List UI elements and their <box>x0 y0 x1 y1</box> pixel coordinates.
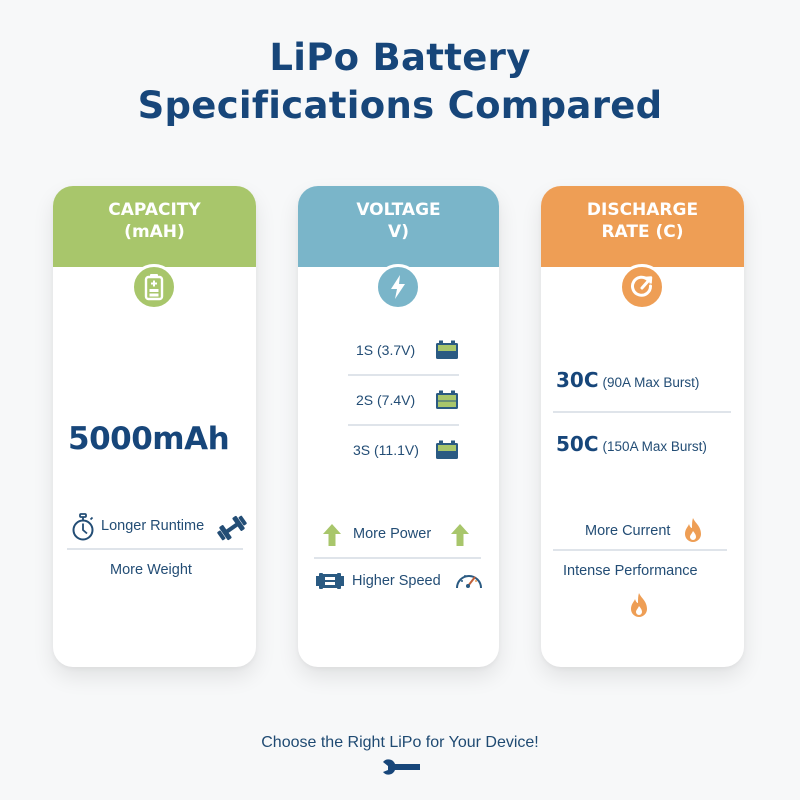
voltage-header-line-1: VOLTAGE <box>356 200 441 220</box>
discharge-option-30c: 30C (90A Max Burst) <box>556 368 699 392</box>
footer-tagline: Choose the Right LiPo for Your Device! <box>261 734 539 751</box>
discharge-option-50c: 50C (150A Max Burst) <box>556 432 707 456</box>
rating-30c: 30C <box>556 368 599 392</box>
flame-icon <box>682 517 704 549</box>
capacity-header-line-1: CAPACITY <box>108 200 201 220</box>
arrow-up-icon <box>450 523 470 552</box>
dumbbell-icon <box>215 514 249 547</box>
tradeoff-intense-performance: Intense Performance <box>563 563 698 579</box>
voltage-card-header: VOLTAGE V) <box>298 186 499 267</box>
title-line-1: LiPo Battery <box>269 36 531 79</box>
rating-50c: 50C <box>556 432 599 456</box>
capacity-header-line-2: (mAH) <box>124 222 185 242</box>
battery-small-icon <box>435 340 459 365</box>
capacity-card-header: CAPACITY (mAH) <box>53 186 256 267</box>
voltage-option-1s: 1S (3.7V) <box>356 342 416 358</box>
capacity-divider <box>67 548 243 550</box>
discharge-header-line-2: RATE (C) <box>601 222 684 242</box>
capacity-value: 5000mAh <box>68 421 230 457</box>
wrench-icon <box>381 759 421 782</box>
tradeoff-more-power: More Power <box>353 526 432 542</box>
voltage-option-3s: 3S (11.1V) <box>353 442 419 458</box>
arrow-up-icon <box>322 523 342 552</box>
title-line-2: Specifications Compared <box>137 84 663 127</box>
discharge-card-header: DISCHARGE RATE (C) <box>541 186 744 267</box>
stopwatch-icon <box>70 513 96 546</box>
flame-icon <box>628 591 650 625</box>
tradeoff-higher-speed: Higher Speed <box>352 573 441 589</box>
discharge-header-line-1: DISCHARGE <box>586 200 699 220</box>
rating-50c-detail: (150A Max Burst) <box>602 439 707 454</box>
voltage-divider-1 <box>348 374 459 376</box>
lightning-icon <box>375 264 421 310</box>
discharge-divider-1 <box>553 411 731 413</box>
gauge-icon <box>619 264 665 310</box>
tradeoff-more-weight: More Weight <box>110 562 192 578</box>
tradeoff-longer-runtime: Longer Runtime <box>101 518 205 534</box>
voltage-divider-3 <box>314 557 481 559</box>
battery-small-icon <box>435 390 459 415</box>
rating-30c-detail: (90A Max Burst) <box>602 375 700 390</box>
tradeoff-more-current: More Current <box>585 523 671 539</box>
voltage-option-2s: 2S (7.4V) <box>356 392 416 408</box>
voltage-divider-2 <box>348 424 459 426</box>
discharge-card: DISCHARGE RATE (C) <box>541 186 744 667</box>
battery-icon <box>131 264 177 310</box>
motor-icon <box>315 571 345 596</box>
voltage-header-line-2: V) <box>388 222 409 242</box>
discharge-divider-2 <box>553 549 727 551</box>
battery-small-icon <box>435 440 459 465</box>
speedometer-icon <box>454 568 484 595</box>
page-title: LiPo Battery Specifications Compared <box>0 34 800 130</box>
